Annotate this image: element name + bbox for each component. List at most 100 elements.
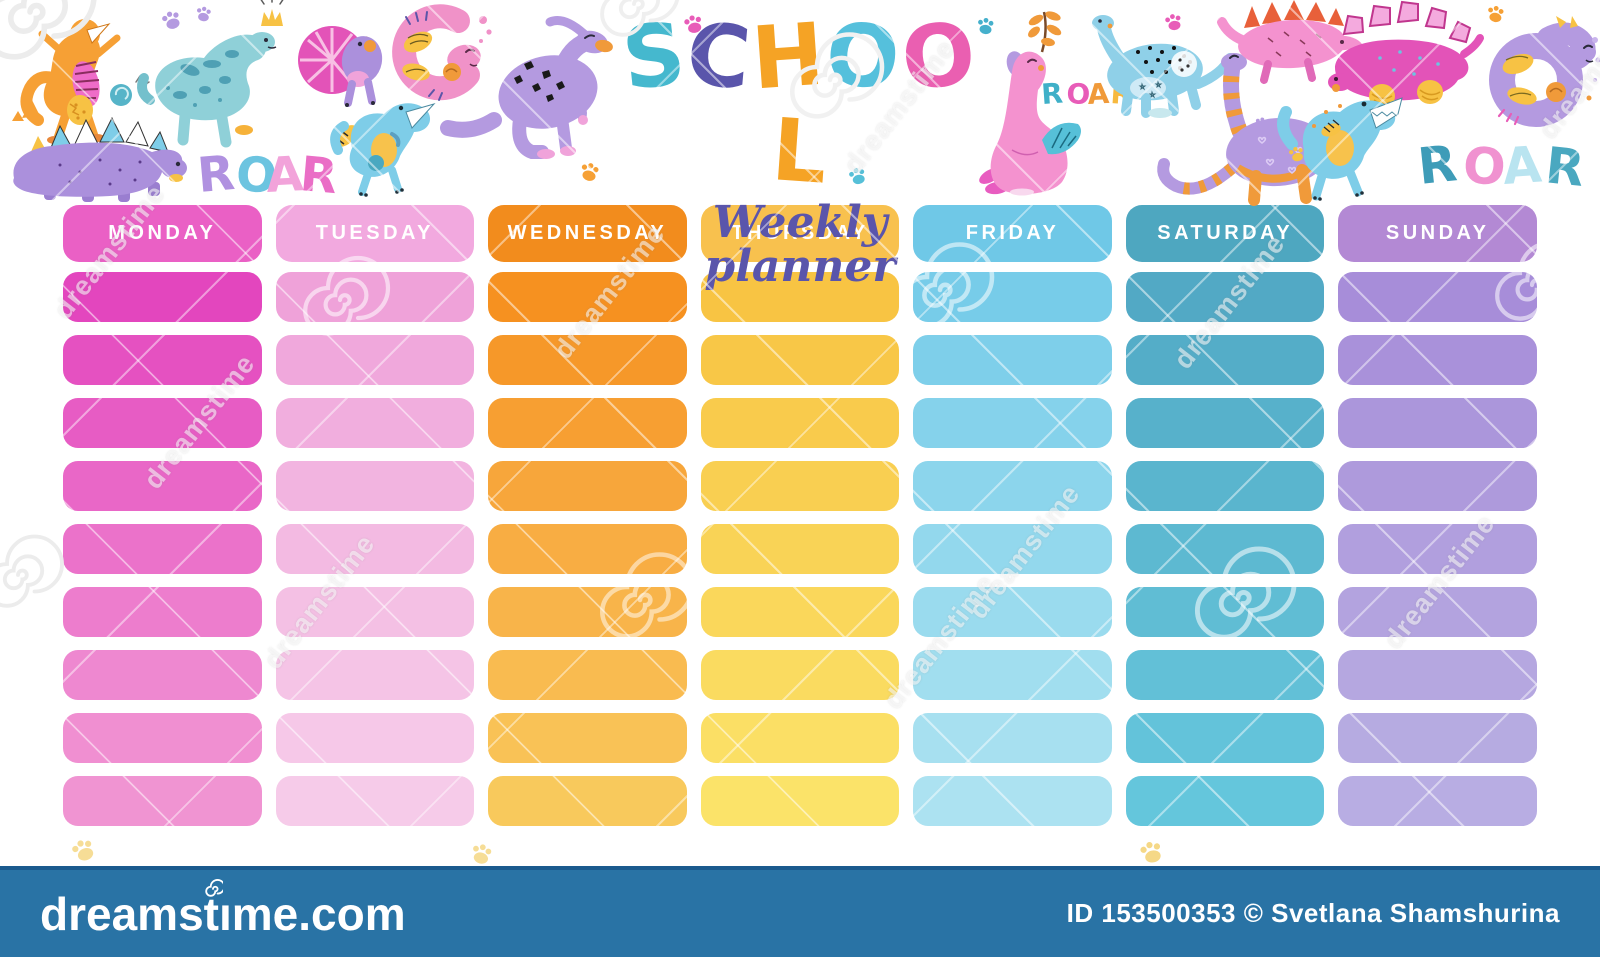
planner-cell-sunday-9[interactable] bbox=[1338, 776, 1537, 826]
roar-right-text: R O A R bbox=[1415, 134, 1587, 198]
planner-cell-saturday-4[interactable] bbox=[1125, 461, 1325, 511]
dino-frilled bbox=[298, 26, 383, 107]
roar-right-letter: R bbox=[1415, 134, 1459, 196]
day-header-sunday: SUNDAY bbox=[1338, 205, 1537, 262]
day-column-thursday: THURSDAY bbox=[700, 205, 900, 839]
roar-small-letter: R bbox=[1040, 77, 1064, 111]
planner-cell-thursday-2[interactable] bbox=[700, 335, 900, 385]
day-column-friday: FRIDAY bbox=[913, 205, 1112, 839]
roar-small-letter: A bbox=[1087, 77, 1111, 111]
planner-cell-tuesday-6[interactable] bbox=[275, 587, 475, 637]
planner-cell-sunday-4[interactable] bbox=[1338, 461, 1537, 511]
dino-trex-orange bbox=[20, 19, 121, 144]
planner-cell-saturday-2[interactable] bbox=[1125, 335, 1325, 385]
planner-cell-friday-3[interactable] bbox=[913, 398, 1112, 448]
planner-cell-monday-9[interactable] bbox=[63, 776, 262, 826]
title-block: SCHOOL Weekly planner bbox=[618, 3, 982, 293]
image-credit: ID 153500353 © Svetlana Shamshurina bbox=[1066, 898, 1560, 928]
day-column-saturday: SATURDAY bbox=[1125, 205, 1325, 839]
planner-cell-saturday-6[interactable] bbox=[1125, 587, 1325, 637]
roar-left-letter: R bbox=[298, 146, 340, 205]
planner-grid: MONDAY TUESDAY WEDNESDAY THURSDAY FRIDAY SATU… bbox=[63, 205, 1537, 839]
planner-cell-monday-8[interactable] bbox=[63, 713, 262, 763]
planner-cell-friday-5[interactable] bbox=[913, 524, 1112, 574]
planner-cell-saturday-8[interactable] bbox=[1125, 713, 1325, 763]
planner-cell-friday-4[interactable] bbox=[913, 461, 1112, 511]
planner-cell-tuesday-8[interactable] bbox=[275, 713, 475, 763]
planner-cell-tuesday-9[interactable] bbox=[275, 776, 475, 826]
planner-cell-sunday-5[interactable] bbox=[1338, 524, 1537, 574]
planner-cell-sunday-3[interactable] bbox=[1338, 398, 1537, 448]
day-column-wednesday: WEDNESDAY bbox=[488, 205, 687, 839]
planner-cell-monday-5[interactable] bbox=[63, 524, 262, 574]
planner-cell-thursday-5[interactable] bbox=[700, 524, 900, 574]
planner-cell-monday-7[interactable] bbox=[63, 650, 262, 700]
day-column-sunday: SUNDAY bbox=[1338, 205, 1537, 839]
planner-cell-monday-6[interactable] bbox=[63, 587, 262, 637]
planner-cell-wednesday-4[interactable] bbox=[488, 461, 687, 511]
planner-cell-saturday-5[interactable] bbox=[1125, 524, 1325, 574]
planner-cell-tuesday-3[interactable] bbox=[275, 398, 475, 448]
title-letter-o-3: O bbox=[821, 3, 907, 111]
planner-cell-friday-8[interactable] bbox=[913, 713, 1112, 763]
planner-cell-sunday-7[interactable] bbox=[1338, 650, 1537, 700]
title-letter-l-5: L bbox=[768, 99, 832, 204]
planner-cell-friday-2[interactable] bbox=[913, 335, 1112, 385]
planner-cell-tuesday-5[interactable] bbox=[275, 524, 475, 574]
day-header-tuesday: TUESDAY bbox=[275, 205, 475, 262]
dino-curled-purple bbox=[1489, 16, 1600, 127]
title-letter-h-2: H bbox=[749, 4, 830, 110]
day-header-monday: MONDAY bbox=[63, 205, 262, 262]
page-subtitle: Weekly planner bbox=[704, 197, 896, 293]
planner-cell-thursday-9[interactable] bbox=[700, 776, 900, 826]
planner-cell-sunday-8[interactable] bbox=[1338, 713, 1537, 763]
planner-cell-wednesday-6[interactable] bbox=[488, 587, 687, 637]
planner-cell-monday-3[interactable] bbox=[63, 398, 262, 448]
planner-cell-sunday-6[interactable] bbox=[1338, 587, 1537, 637]
logo-spiral-icon bbox=[205, 878, 223, 897]
dreamstime-logo: dreamstıme.com bbox=[40, 878, 406, 940]
roar-right-letter: A bbox=[1501, 135, 1544, 196]
dino-parasaurolophus bbox=[440, 16, 613, 159]
roar-left-text: R O A R bbox=[195, 145, 339, 205]
roar-right-letter: R bbox=[1543, 136, 1587, 198]
day-header-saturday: SATURDAY bbox=[1125, 205, 1325, 262]
dino-sauropod-teal bbox=[137, 0, 284, 148]
planner-cell-wednesday-9[interactable] bbox=[488, 776, 687, 826]
planner-cell-monday-4[interactable] bbox=[63, 461, 262, 511]
planner-cell-tuesday-4[interactable] bbox=[275, 461, 475, 511]
dino-stegosaurus-purple bbox=[13, 116, 187, 202]
title-letter-s-0: S bbox=[618, 3, 693, 111]
planner-cell-saturday-9[interactable] bbox=[1125, 776, 1325, 826]
planner-cell-tuesday-1[interactable] bbox=[275, 272, 475, 322]
planner-cell-saturday-1[interactable] bbox=[1125, 272, 1325, 322]
dreamstime-logo-text: dreamstıme.com bbox=[40, 887, 406, 940]
roar-left-letter: R bbox=[195, 145, 237, 204]
planner-cell-thursday-8[interactable] bbox=[700, 713, 900, 763]
planner-cell-tuesday-7[interactable] bbox=[275, 650, 475, 700]
planner-cell-monday-1[interactable] bbox=[63, 272, 262, 322]
planner-cell-saturday-7[interactable] bbox=[1125, 650, 1325, 700]
planner-cell-wednesday-3[interactable] bbox=[488, 398, 687, 448]
planner-cell-wednesday-7[interactable] bbox=[488, 650, 687, 700]
planner-cell-wednesday-5[interactable] bbox=[488, 524, 687, 574]
planner-cell-thursday-4[interactable] bbox=[700, 461, 900, 511]
planner-cell-wednesday-8[interactable] bbox=[488, 713, 687, 763]
planner-cell-friday-6[interactable] bbox=[913, 587, 1112, 637]
planner-cell-tuesday-2[interactable] bbox=[275, 335, 475, 385]
planner-cell-thursday-3[interactable] bbox=[700, 398, 900, 448]
planner-cell-sunday-1[interactable] bbox=[1338, 272, 1537, 322]
planner-cell-monday-2[interactable] bbox=[63, 335, 262, 385]
planner-cell-thursday-6[interactable] bbox=[700, 587, 900, 637]
title-letter-c-1: C bbox=[683, 4, 757, 110]
planner-cell-friday-7[interactable] bbox=[913, 650, 1112, 700]
planner-cell-friday-9[interactable] bbox=[913, 776, 1112, 826]
page-title: SCHOOL bbox=[618, 3, 982, 204]
planner-cell-saturday-3[interactable] bbox=[1125, 398, 1325, 448]
dino-stegosaurus-pink bbox=[1328, 0, 1484, 108]
planner-cell-thursday-7[interactable] bbox=[700, 650, 900, 700]
dino-trex-blue-left bbox=[330, 103, 436, 197]
planner-cell-sunday-2[interactable] bbox=[1338, 335, 1537, 385]
planner-cell-wednesday-2[interactable] bbox=[488, 335, 687, 385]
